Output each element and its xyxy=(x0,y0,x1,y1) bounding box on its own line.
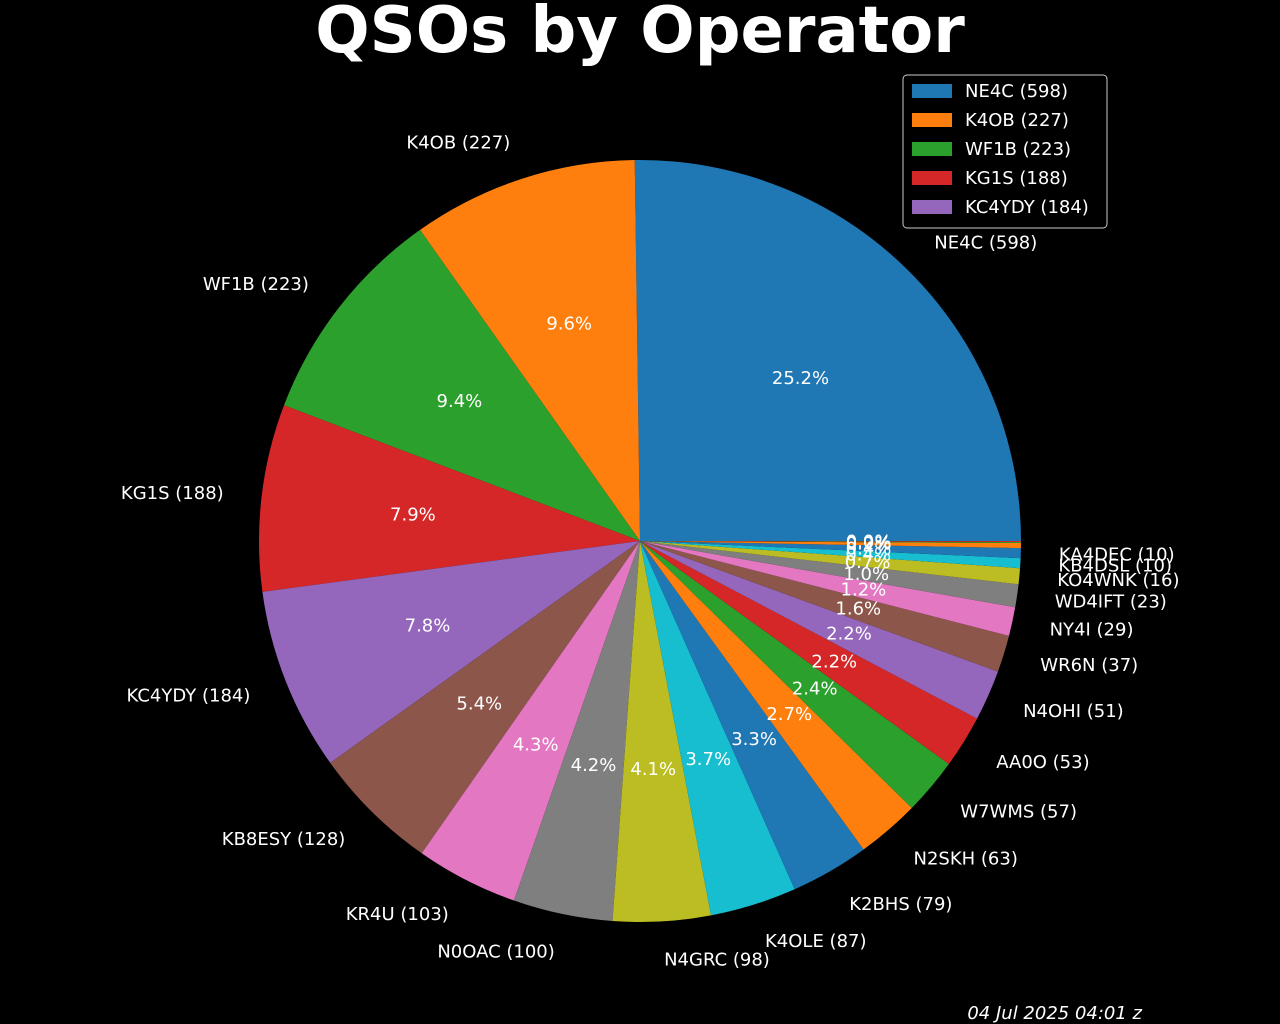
slice-percentage: 7.8% xyxy=(405,615,451,636)
slice-label: K2BHS (79) xyxy=(849,894,952,915)
slice-percentages: 25.2% 9.6% 9.4% 7.9% 7.8% 5.4% 4.3% 4.2% 4.1% 3.7… xyxy=(390,314,891,781)
pie-slice xyxy=(640,541,949,808)
slice-percentage: 1.2% xyxy=(841,579,887,600)
pie-slice xyxy=(640,541,1019,608)
pie-slice xyxy=(420,160,640,542)
legend-swatch xyxy=(912,142,952,156)
slice-percentage: 1.6% xyxy=(835,599,881,620)
slice-label: WR6N (37) xyxy=(1040,655,1138,676)
pie-slice xyxy=(640,541,912,850)
pie-slice xyxy=(640,541,978,765)
slice-label: KB8ESY (128) xyxy=(222,829,346,850)
slice-percentage: 0.4% xyxy=(845,544,891,565)
legend-box xyxy=(902,74,1108,229)
slice-label: W7WMS (57) xyxy=(960,801,1077,822)
pie-slice xyxy=(640,541,1021,569)
pie-slice xyxy=(421,541,640,901)
slice-label: K4OLE (87) xyxy=(765,931,867,952)
slice-percentage: 0.2% xyxy=(846,534,892,555)
legend-swatch xyxy=(912,200,952,214)
slice-percentage: 25.2% xyxy=(772,368,829,389)
legend-entry: KG1S (188) xyxy=(965,168,1068,189)
slice-percentage: 5.4% xyxy=(456,694,502,715)
pie-slice xyxy=(284,229,640,541)
slice-percentage: 0.4% xyxy=(846,538,892,559)
slice-percentage: 3.3% xyxy=(731,729,777,750)
slice-percentage: 1.0% xyxy=(843,564,889,585)
pie-slice xyxy=(634,160,1021,542)
slice-percentage: 0.0% xyxy=(846,532,892,553)
slice-percentage: 3.7% xyxy=(685,749,731,770)
legend-entry: K4OB (227) xyxy=(965,110,1069,131)
legend: NE4C (598) K4OB (227) WF1B (223) KG1S (188)… xyxy=(902,74,1108,229)
slice-label: KR4U (103) xyxy=(346,904,449,925)
pie-slice xyxy=(513,541,640,922)
pie-slice xyxy=(640,541,998,719)
slice-percentage: 2.2% xyxy=(811,652,857,673)
slice-label: KO4WNK (16) xyxy=(1057,570,1179,591)
slice-label: KC4YDY (184) xyxy=(127,686,251,707)
pie-slices xyxy=(259,160,1022,923)
pie-slice xyxy=(612,541,712,923)
slice-percentage: 4.2% xyxy=(571,755,617,776)
pie-slice xyxy=(259,405,640,592)
slice-label: NE4C (598) xyxy=(934,233,1037,254)
legend-entry: WF1B (223) xyxy=(965,139,1071,160)
pie-slice xyxy=(640,541,1009,672)
pie-slice xyxy=(262,541,640,763)
slice-label: N0OAC (100) xyxy=(437,941,554,962)
slice-label: K4OB (227) xyxy=(406,133,510,154)
slice-label: N2SKH (63) xyxy=(914,849,1018,870)
legend-swatch xyxy=(912,84,952,98)
slice-percentage: 2.4% xyxy=(792,678,838,699)
slice-percentage: 2.7% xyxy=(766,704,812,725)
slice-percentage: 4.3% xyxy=(513,734,559,755)
slice-label: KA4DEC (10) xyxy=(1059,544,1175,565)
slice-percentage: 7.9% xyxy=(390,505,436,526)
slice-label: KB4DSL (10) xyxy=(1058,555,1172,576)
slice-label: N4OHI (51) xyxy=(1023,701,1124,722)
slice-label: KG1S (188) xyxy=(121,483,224,504)
slice-label: WF1B (223) xyxy=(203,274,309,295)
pie-slice xyxy=(640,541,795,916)
pie-slice xyxy=(330,541,640,854)
pie-slice xyxy=(640,541,1016,636)
pie-slice xyxy=(640,541,1022,543)
pie-slice xyxy=(640,541,1021,585)
slice-percentage: 2.2% xyxy=(826,624,872,645)
slice-percentage: 0.0% xyxy=(846,531,892,552)
legend-entry: NE4C (598) xyxy=(965,81,1068,102)
chart-title: QSOs by Operator xyxy=(315,0,965,68)
slice-label: AA0O (53) xyxy=(996,752,1089,773)
pie-slice xyxy=(640,541,1021,544)
pie-slice xyxy=(640,541,1021,559)
legend-swatch xyxy=(912,171,952,185)
slice-percentage: 0.7% xyxy=(845,552,891,573)
slice-percentage: 4.1% xyxy=(630,759,676,780)
slice-percentage: 9.6% xyxy=(546,314,592,335)
pie-slice xyxy=(640,541,1021,549)
slice-percentage: 9.4% xyxy=(437,391,483,412)
pie-slice xyxy=(640,541,864,890)
slice-label: NY4I (29) xyxy=(1050,620,1134,641)
slice-labels: NE4C (598) K4OB (227) WF1B (223) KG1S (188)… xyxy=(121,133,1180,971)
slice-label: N4GRC (98) xyxy=(664,949,770,970)
slice-label: WD4IFT (23) xyxy=(1055,591,1167,612)
legend-swatch xyxy=(912,113,952,127)
timestamp: 04 Jul 2025 04:01 z xyxy=(967,1003,1142,1024)
legend-entry: KC4YDY (184) xyxy=(965,197,1089,218)
